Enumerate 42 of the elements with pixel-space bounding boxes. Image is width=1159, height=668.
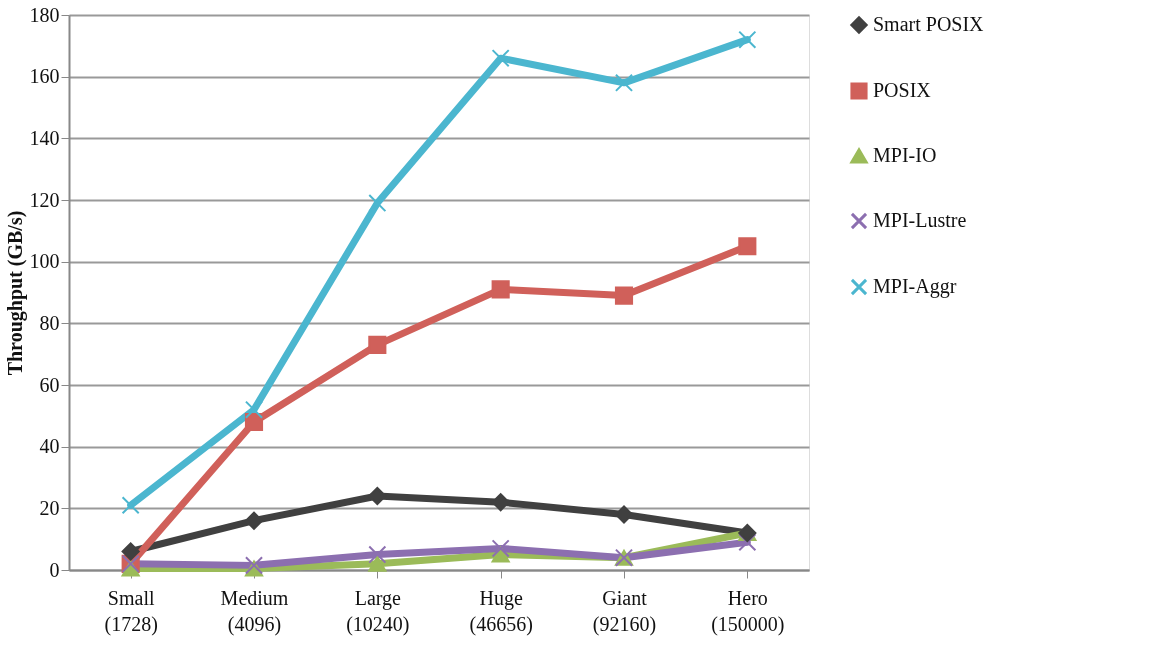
y-axis-title: Throughput (GB/s): [3, 210, 27, 376]
point: [244, 511, 264, 530]
y-tick-label: 120: [29, 188, 60, 211]
point: [614, 286, 634, 305]
legend-label: Smart POSIX: [873, 13, 985, 35]
legend-label: POSIX: [873, 79, 932, 101]
y-tick-label: 0: [49, 558, 60, 581]
point: [491, 546, 510, 563]
point: [368, 194, 387, 213]
x-tick-label: Giant (92160): [592, 586, 657, 636]
x-tick-label: Small (1728): [104, 586, 158, 636]
y-tick-label: 60: [39, 373, 60, 396]
point: [614, 505, 634, 524]
x-tick-label: Huge (46656): [469, 586, 533, 636]
y-tick-label: 160: [29, 65, 60, 88]
y-tick-label: 100: [29, 250, 60, 273]
point: [491, 49, 510, 68]
point: [244, 400, 264, 419]
point: [368, 486, 387, 506]
y-tick-label: 140: [29, 126, 60, 149]
legend-label: MPI-Lustre: [873, 209, 967, 231]
point: [368, 555, 387, 572]
x-tick-label: Large (10240): [346, 586, 410, 636]
y-tick-label: 180: [29, 3, 60, 26]
y-tick-label: 40: [39, 435, 60, 458]
x-tick-label: Hero (150000): [711, 586, 785, 636]
point: [738, 30, 757, 49]
y-tick-label: 80: [39, 311, 60, 334]
x-tick-label: Medium (4096): [220, 586, 289, 636]
point: [491, 280, 510, 299]
point: [738, 533, 757, 552]
point: [491, 539, 510, 558]
y-tick-label: 20: [39, 496, 60, 519]
point: [738, 237, 757, 256]
point: [614, 73, 634, 92]
point: [368, 545, 387, 564]
point: [368, 335, 387, 354]
point: [121, 542, 140, 561]
legend-label: MPI-IO: [873, 144, 937, 166]
legend-label: MPI-Aggr: [873, 275, 957, 298]
point: [244, 412, 264, 432]
point: [121, 496, 140, 515]
